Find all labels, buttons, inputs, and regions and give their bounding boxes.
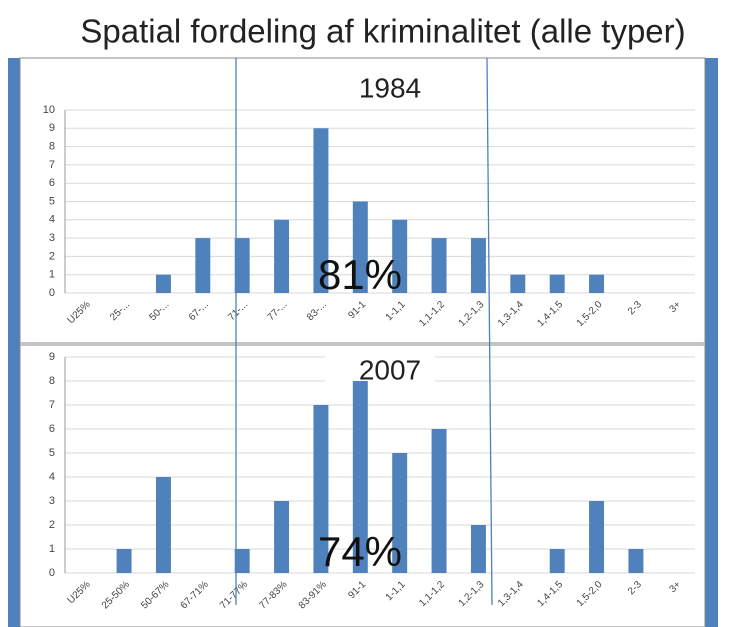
bar: [470, 525, 486, 573]
x-tick-label: 50-67%: [139, 579, 171, 611]
annotation: 74%: [318, 528, 402, 575]
bar: [549, 549, 565, 573]
divider-line: [486, 57, 493, 606]
bar: [313, 405, 329, 573]
x-tick-label: 1,4-1,5: [535, 299, 565, 329]
bar: [392, 219, 408, 293]
x-tick-label: 25-50%: [100, 579, 132, 611]
x-tick-label: 71-77%: [218, 579, 250, 611]
y-tick-label: 4: [49, 471, 55, 483]
x-tick-label: 1,1-1,2: [417, 579, 447, 609]
x-tick-label: 1,3-1,4: [496, 299, 526, 329]
y-tick-label: 2: [49, 519, 55, 531]
x-tick-label: 3+: [667, 579, 683, 595]
x-tick-label: 1-1,1: [384, 579, 408, 603]
bar: [313, 128, 329, 293]
x-tick-label: 83-...: [305, 299, 329, 323]
y-tick-label: 9: [49, 351, 55, 363]
chart-frame: [19, 57, 706, 344]
x-tick-label: 1,2-1,3: [457, 579, 487, 609]
bar: [470, 238, 486, 293]
y-tick-label: 3: [49, 232, 55, 244]
x-tick-label: U25%: [66, 579, 93, 606]
x-tick-label: 2-3: [626, 579, 644, 597]
y-tick-label: 5: [49, 195, 55, 207]
x-tick-label: 1,5-2,0: [575, 299, 605, 329]
x-tick-label: 2-3: [626, 299, 644, 317]
x-tick-label: 1,4-1,5: [535, 579, 565, 609]
x-tick-label: 50-...: [148, 299, 172, 323]
bar: [155, 477, 171, 573]
x-tick-label: 3+: [667, 299, 683, 315]
x-tick-label: 1,3-1,4: [496, 579, 526, 609]
side-bar: [705, 58, 718, 627]
chart-frame: [19, 344, 706, 627]
x-tick-label: 77-...: [266, 299, 290, 323]
title-bg: [325, 356, 435, 388]
bar: [274, 219, 290, 293]
y-tick-label: 7: [49, 159, 55, 171]
x-tick-label: 67-71%: [179, 579, 211, 611]
bar: [234, 238, 250, 293]
bar: [155, 274, 171, 293]
bar: [116, 549, 132, 573]
y-tick-label: 8: [49, 141, 55, 153]
x-tick-label: 71-...: [226, 299, 250, 323]
x-tick-label: 1,2-1,3: [457, 299, 487, 329]
y-tick-label: 6: [49, 423, 55, 435]
x-tick-label: 77-83%: [257, 579, 289, 611]
y-tick-label: 0: [49, 287, 55, 299]
y-tick-label: 8: [49, 375, 55, 387]
chart-title: 2007: [359, 354, 421, 385]
y-tick-label: 5: [49, 447, 55, 459]
bar: [549, 274, 565, 293]
annotation: 81%: [318, 251, 402, 298]
y-tick-label: 3: [49, 495, 55, 507]
side-bar: [8, 58, 20, 627]
title-bg: [325, 74, 435, 106]
page-title: Spatial fordeling af kriminalitet (alle …: [80, 13, 685, 50]
y-tick-label: 1: [49, 543, 55, 555]
y-tick-label: 9: [49, 122, 55, 134]
x-tick-label: U25%: [66, 299, 93, 326]
bar: [392, 453, 408, 573]
bar: [234, 549, 250, 573]
bar: [195, 238, 211, 293]
bar: [431, 238, 447, 293]
chart-title: 1984: [359, 72, 421, 103]
y-tick-label: 7: [49, 399, 55, 411]
y-tick-label: 1: [49, 269, 55, 281]
x-tick-label: 67-...: [187, 299, 211, 323]
x-tick-label: 91-1: [346, 579, 368, 601]
bar: [589, 274, 605, 293]
bar: [510, 274, 526, 293]
bar: [352, 201, 368, 293]
x-tick-label: 83-91%: [297, 579, 329, 611]
bar: [589, 501, 605, 573]
x-tick-label: 1-1,1: [384, 299, 408, 323]
x-tick-label: 1,1-1,2: [417, 299, 447, 329]
y-tick-label: 2: [49, 250, 55, 262]
y-tick-label: 0: [49, 567, 55, 579]
y-tick-label: 6: [49, 177, 55, 189]
x-tick-label: 91-1: [346, 299, 368, 321]
bar: [274, 501, 290, 573]
bar: [628, 549, 644, 573]
y-tick-label: 4: [49, 214, 55, 226]
bar: [431, 429, 447, 573]
y-tick-label: 10: [43, 104, 55, 116]
x-tick-label: 1,5-2,0: [575, 579, 605, 609]
x-tick-label: 25-...: [108, 299, 132, 323]
bar: [352, 381, 368, 573]
